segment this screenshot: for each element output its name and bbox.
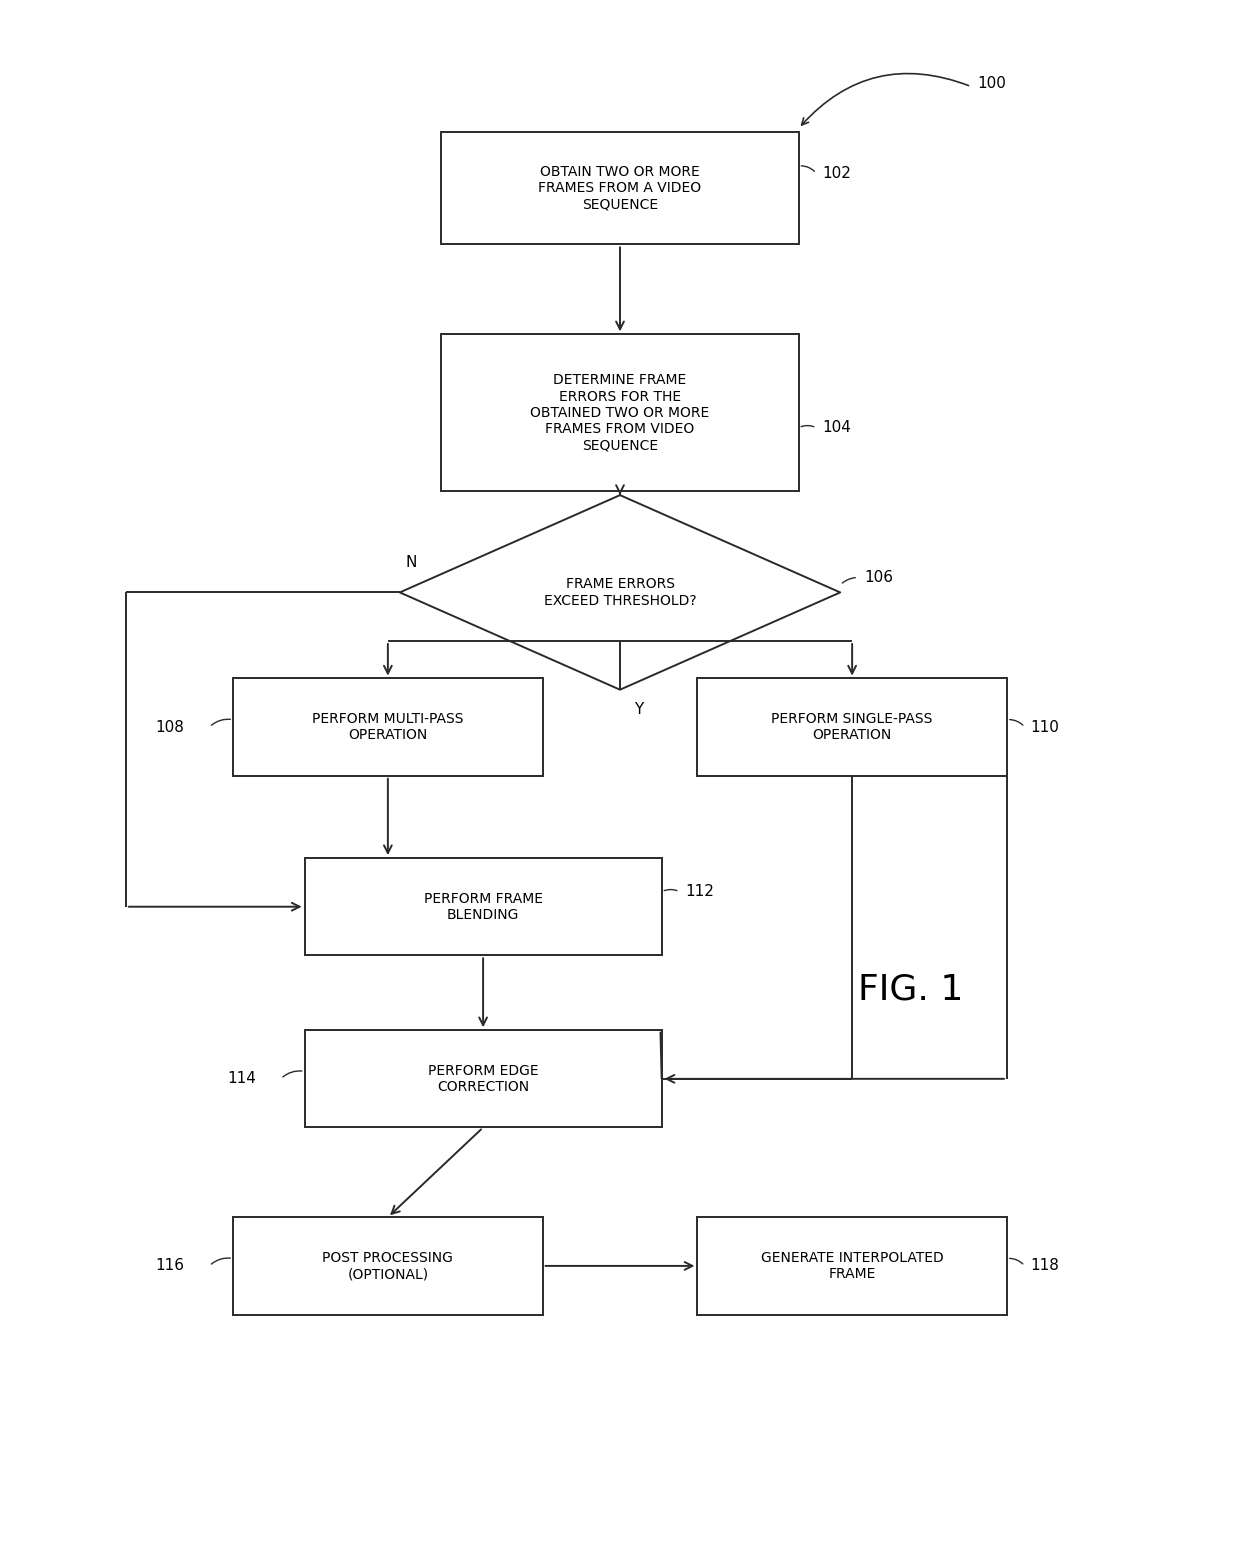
FancyBboxPatch shape <box>441 133 799 245</box>
Text: 110: 110 <box>1030 720 1059 734</box>
Text: 112: 112 <box>686 884 714 900</box>
FancyBboxPatch shape <box>233 1218 543 1314</box>
Polygon shape <box>399 496 841 689</box>
Text: FRAME ERRORS
EXCEED THRESHOLD?: FRAME ERRORS EXCEED THRESHOLD? <box>543 577 697 608</box>
Text: FIG. 1: FIG. 1 <box>858 971 963 1006</box>
Text: PERFORM MULTI-PASS
OPERATION: PERFORM MULTI-PASS OPERATION <box>312 712 464 742</box>
Text: 104: 104 <box>822 421 851 435</box>
Text: 108: 108 <box>156 720 185 734</box>
FancyBboxPatch shape <box>233 678 543 776</box>
FancyBboxPatch shape <box>441 334 799 491</box>
Text: N: N <box>405 555 417 571</box>
Text: PERFORM EDGE
CORRECTION: PERFORM EDGE CORRECTION <box>428 1063 538 1094</box>
FancyBboxPatch shape <box>697 678 1007 776</box>
Text: PERFORM FRAME
BLENDING: PERFORM FRAME BLENDING <box>424 892 543 921</box>
Text: GENERATE INTERPOLATED
FRAME: GENERATE INTERPOLATED FRAME <box>761 1250 944 1281</box>
Text: OBTAIN TWO OR MORE
FRAMES FROM A VIDEO
SEQUENCE: OBTAIN TWO OR MORE FRAMES FROM A VIDEO S… <box>538 165 702 212</box>
FancyBboxPatch shape <box>305 1030 662 1127</box>
Text: 102: 102 <box>822 165 851 181</box>
Text: 118: 118 <box>1030 1258 1059 1274</box>
Text: 114: 114 <box>227 1071 255 1087</box>
Text: PERFORM SINGLE-PASS
OPERATION: PERFORM SINGLE-PASS OPERATION <box>771 712 932 742</box>
FancyBboxPatch shape <box>697 1218 1007 1314</box>
Text: 106: 106 <box>864 571 893 585</box>
Text: 100: 100 <box>977 76 1006 90</box>
FancyBboxPatch shape <box>305 857 662 956</box>
Text: Y: Y <box>635 702 644 717</box>
Text: 116: 116 <box>156 1258 185 1274</box>
Text: DETERMINE FRAME
ERRORS FOR THE
OBTAINED TWO OR MORE
FRAMES FROM VIDEO
SEQUENCE: DETERMINE FRAME ERRORS FOR THE OBTAINED … <box>531 374 709 452</box>
Text: POST PROCESSING
(OPTIONAL): POST PROCESSING (OPTIONAL) <box>322 1250 454 1281</box>
